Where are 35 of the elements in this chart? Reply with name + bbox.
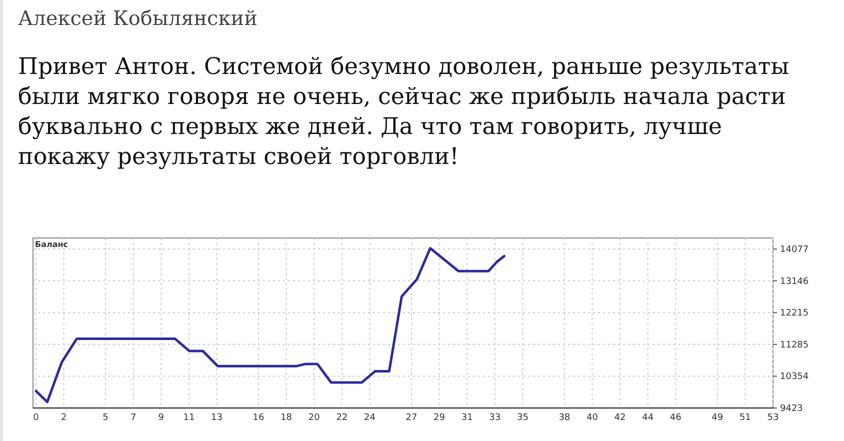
x-tick-label: 53 <box>767 413 779 423</box>
y-tick-label: 9423 <box>780 404 803 414</box>
x-tick-label: 42 <box>614 413 626 423</box>
x-tick-label: 16 <box>252 413 264 423</box>
line-series <box>34 246 506 404</box>
x-tick-label: 31 <box>461 413 473 423</box>
x-tick-label: 11 <box>183 413 195 423</box>
y-tick-label: 13146 <box>780 276 809 287</box>
x-tick-label: 20 <box>308 413 320 423</box>
x-tick-label: 2 <box>60 413 67 423</box>
x-tick-label: 46 <box>670 413 682 423</box>
y-tick-label: 12215 <box>780 308 809 319</box>
x-tick-label: 9 <box>158 413 164 423</box>
x-tick-label: 44 <box>642 413 654 423</box>
x-tick-label: 35 <box>516 413 528 423</box>
y-axis-title: Баланс <box>35 240 68 249</box>
chart-title: Алексей Кобылянский <box>18 6 258 30</box>
x-tick-label: 27 <box>406 413 418 423</box>
x-tick-label: 29 <box>434 413 446 423</box>
x-tick-label: 40 <box>586 413 598 423</box>
x-tick-label: 24 <box>364 413 376 423</box>
y-tick-label: 10354 <box>780 372 809 382</box>
y-tick-label: 11285 <box>780 340 809 350</box>
chart-subtitle: Привет Антон. Системой безумно доволен, раньше результаты были мягко говоря не очень, сейчас же прибыль начала расти буквально с первых же дней. Да что там говорить, лучше покажу результаты своей торговли! <box>18 53 790 172</box>
y-tick-label: 14077 <box>780 245 809 256</box>
x-tick-label: 33 <box>489 413 501 423</box>
x-tick-label: 49 <box>712 413 724 423</box>
x-tick-label: 0 <box>33 413 40 423</box>
x-tick-label: 5 <box>102 413 108 423</box>
x-tick-label: 38 <box>558 413 570 423</box>
x-tick-label: 13 <box>211 413 222 423</box>
x-tick-label: 18 <box>280 413 292 423</box>
x-tick-label: 51 <box>739 413 751 423</box>
x-tick-label: 7 <box>130 413 136 423</box>
x-tick-label: 22 <box>336 413 348 423</box>
